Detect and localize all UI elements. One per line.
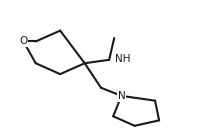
- Text: O: O: [19, 36, 28, 47]
- Text: N: N: [118, 91, 125, 101]
- Text: NH: NH: [115, 54, 131, 64]
